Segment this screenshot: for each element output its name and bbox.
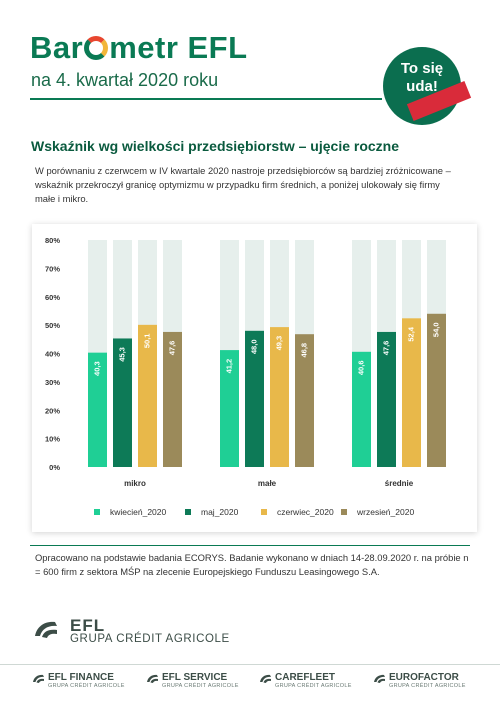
footer-logo-eurofactor: EUROFACTOR GRUPA CRÉDIT AGRICOLE (373, 672, 466, 694)
bar (402, 318, 421, 467)
bar (138, 324, 157, 467)
footer-logo-group: GRUPA CRÉDIT AGRICOLE (48, 683, 125, 689)
y-tick-label: 60% (45, 293, 60, 302)
category-label: małe (258, 479, 277, 488)
y-tick-label: 70% (45, 264, 60, 273)
category-label: mikro (124, 479, 146, 488)
footer-logo-carefleet: CAREFLEET GRUPA CRÉDIT AGRICOLE (259, 672, 352, 694)
footer-logo-name: EUROFACTOR (389, 672, 459, 683)
footer-rule (0, 664, 500, 665)
bar (163, 331, 182, 467)
badge-text-line2: uda! (406, 78, 438, 95)
bar (427, 313, 446, 467)
footer-logo-name: EFL SERVICE (162, 672, 228, 683)
data-label: 49,3 (274, 336, 283, 351)
logo-name: EFL (70, 616, 106, 635)
chart-card: 0% 10% 20% 30% 40% 50% 60% 70% 80% 40,3 45,3 50,1 47… (32, 224, 477, 532)
brand-ring-icon (84, 36, 109, 60)
y-tick-label: 80% (45, 236, 60, 245)
y-tick-label: 30% (45, 378, 60, 387)
data-label: 46,8 (299, 343, 308, 358)
barometr-logo: Bar metr EFL (30, 30, 248, 66)
bar (113, 338, 132, 467)
legend-swatch (341, 509, 347, 515)
legend-swatch (185, 509, 191, 515)
badge-text-line1: To się (400, 60, 444, 77)
report-subtitle: na 4. kwartał 2020 roku (31, 70, 219, 90)
data-label: 40,6 (356, 360, 365, 375)
footer-logo-group: GRUPA CRÉDIT AGRICOLE (275, 683, 352, 689)
credit-agricole-mark-icon (147, 674, 158, 683)
source-note: Opracowano na podstawie badania ECORYS. … (35, 552, 469, 577)
footer-logo-group: GRUPA CRÉDIT AGRICOLE (162, 683, 239, 689)
footer-logo-efl-finance: EFL FINANCE GRUPA CRÉDIT AGRICOLE (32, 672, 125, 694)
logo-group: GRUPA CRÉDIT AGRICOLE (70, 633, 230, 645)
source-separator (30, 545, 470, 546)
legend-swatch (94, 509, 100, 515)
bar (270, 327, 289, 467)
data-label: 54,0 (431, 322, 440, 337)
legend-swatch (261, 509, 267, 515)
credit-agricole-mark-icon (374, 674, 385, 683)
efl-logo (33, 618, 59, 640)
data-label: 40,3 (92, 361, 101, 376)
bar (245, 330, 264, 467)
footer-logo-group: GRUPA CRÉDIT AGRICOLE (389, 683, 466, 689)
data-label: 50,1 (142, 334, 151, 349)
bar (295, 334, 314, 467)
y-tick-label: 40% (45, 350, 60, 359)
legend-label: czerwiec_2020 (277, 507, 334, 517)
credit-agricole-mark-icon (260, 674, 271, 683)
header-rule (30, 98, 382, 100)
bar (220, 350, 239, 467)
bar (377, 331, 396, 467)
credit-agricole-mark-icon (33, 674, 44, 683)
y-tick-label: 20% (45, 406, 60, 415)
legend-label: kwiecień_2020 (110, 507, 167, 517)
bar (88, 352, 107, 467)
data-label: 45,3 (117, 347, 126, 362)
brand-text-part1: Bar (30, 30, 84, 65)
footer-logo-name: CAREFLEET (275, 672, 335, 683)
brand-text-part2: metr EFL (109, 30, 248, 65)
legend-label: wrzesień_2020 (356, 507, 414, 517)
bar-chart: 0% 10% 20% 30% 40% 50% 60% 70% 80% 40,3 45,3 50,1 47… (45, 236, 446, 517)
data-label: 41,2 (224, 359, 233, 374)
intro-paragraph: W porównaniu z czerwcem w IV kwartale 20… (35, 165, 451, 204)
badge-text: To się uda! (383, 60, 461, 96)
category-label: średnie (385, 479, 414, 488)
bar (352, 351, 371, 467)
footer-logo-name: EFL FINANCE (48, 672, 114, 683)
data-label: 48,0 (249, 339, 258, 354)
data-label: 52,4 (406, 326, 415, 341)
data-label: 47,6 (167, 341, 176, 356)
legend-label: maj_2020 (201, 507, 239, 517)
y-tick-label: 10% (45, 435, 60, 444)
footer-logo-efl-service: EFL SERVICE GRUPA CRÉDIT AGRICOLE (146, 672, 239, 694)
section-title: Wskaźnik wg wielkości przedsiębiorstw – … (31, 138, 400, 154)
credit-agricole-mark-icon (35, 621, 57, 638)
y-tick-label: 50% (45, 321, 60, 330)
data-label: 47,6 (381, 341, 390, 356)
y-tick-label: 0% (49, 463, 60, 472)
